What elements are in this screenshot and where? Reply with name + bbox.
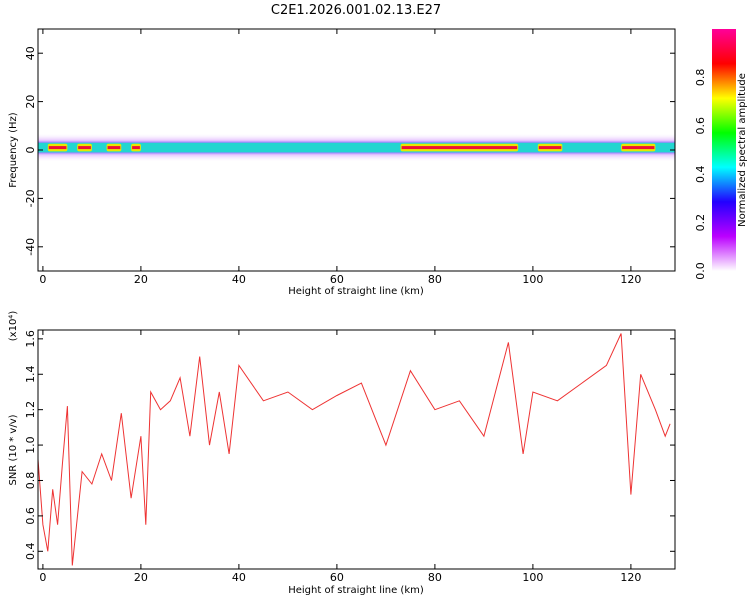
colorbar-tick-label: 0.2 [694, 214, 707, 232]
x-tick-label: 20 [134, 273, 148, 286]
band-hot-core [48, 146, 67, 150]
x-tick-label: 120 [620, 273, 641, 286]
colorbar-tick-label: 0.4 [694, 165, 707, 183]
heatmap-y-ticks: 40 20 0 -20 -40 [24, 46, 675, 256]
y-tick-label: -40 [24, 238, 37, 256]
y-tick-label: 1.4 [24, 366, 37, 384]
x-tick-label: 100 [522, 273, 543, 286]
x-tick-label: 100 [522, 571, 543, 584]
y-tick-label: 0.4 [24, 543, 37, 561]
y-tick-label: 20 [24, 95, 37, 109]
frequency-band [38, 133, 675, 163]
y-tick-label: 1.6 [24, 330, 37, 348]
snr-y-ticks: 0.4 0.6 0.8 1.0 1.2 1.4 1.6 [24, 330, 675, 560]
x-tick-label: 80 [428, 571, 442, 584]
band-core [38, 142, 675, 153]
band-hot-core [78, 146, 91, 150]
colorbar: 0.0 0.2 0.4 0.6 0.8 Normalized spectral ampl… [694, 29, 748, 280]
y-tick-label: -20 [24, 189, 37, 207]
colorbar-tick-label: 0.6 [694, 117, 707, 135]
y-tick-label: 40 [24, 46, 37, 60]
x-tick-label: 120 [620, 571, 641, 584]
y-tick-label: 0.6 [24, 507, 37, 525]
y-tick-label: 1.0 [24, 436, 37, 454]
snr-scale-label: (x10⁴) [8, 311, 19, 342]
x-tick-label: 80 [428, 273, 442, 286]
x-tick-label: 40 [232, 273, 246, 286]
x-tick-label: 20 [134, 571, 148, 584]
snr-y-axis-label: SNR (10 * v/v) [8, 414, 19, 485]
y-tick-label: 0.8 [24, 472, 37, 490]
heatmap-panel: 0 20 40 60 80 100 120 40 20 0 -20 -40 Height of st… [8, 28, 676, 297]
x-tick-label: 60 [330, 571, 344, 584]
band-hot-core [622, 146, 655, 150]
snr-series-line [37, 333, 671, 566]
heatmap-y-axis-label: Frequency (Hz) [8, 112, 19, 188]
colorbar-ticks: 0.0 0.2 0.4 0.6 0.8 [694, 69, 707, 280]
figure-title: C2E1.2026.001.02.13.E27 [271, 3, 441, 18]
y-tick-label: 1.2 [24, 401, 37, 419]
band-hot-core [538, 146, 562, 150]
snr-frame [37, 329, 676, 570]
band-hot-core [401, 146, 518, 150]
y-tick-label: 0 [24, 147, 37, 154]
colorbar-tick-label: 0.8 [694, 69, 707, 87]
snr-panel: 0 20 40 60 80 100 120 0.4 0.6 0.8 1.0 1.2 1.4 1.6 He… [8, 311, 676, 596]
x-tick-label: 0 [39, 571, 46, 584]
colorbar-gradient [712, 29, 736, 271]
band-hot-core [132, 146, 140, 150]
colorbar-tick-label: 0.0 [694, 262, 707, 280]
band-hot-core [107, 146, 121, 150]
x-tick-label: 0 [39, 273, 46, 286]
heatmap-x-axis-label: Height of straight line (km) [288, 286, 424, 297]
x-tick-label: 40 [232, 571, 246, 584]
x-tick-label: 60 [330, 273, 344, 286]
snr-x-axis-label: Height of straight line (km) [288, 585, 424, 596]
colorbar-label: Normalized spectral amplitude [737, 73, 748, 227]
heatmap-x-ticks: 0 20 40 60 80 100 120 [39, 29, 641, 286]
snr-x-ticks: 0 20 40 60 80 100 120 [39, 330, 641, 584]
